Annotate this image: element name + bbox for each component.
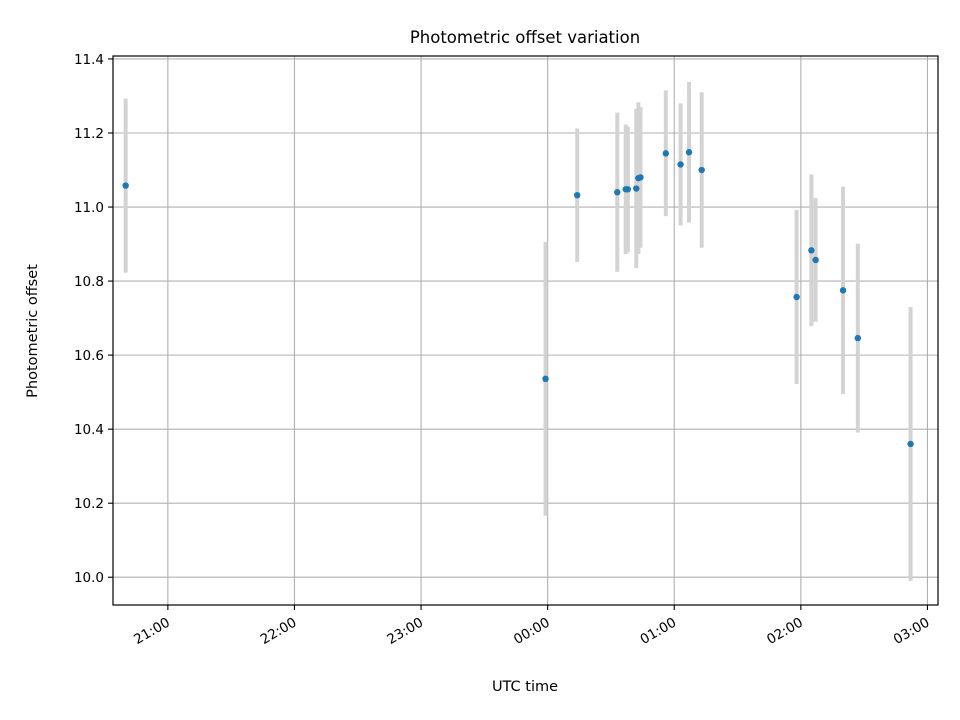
data-point bbox=[122, 182, 129, 189]
plot-frame bbox=[112, 55, 939, 606]
grid-layer bbox=[113, 56, 938, 605]
data-point bbox=[662, 150, 670, 157]
data-point bbox=[812, 256, 819, 264]
data-point bbox=[839, 287, 847, 294]
data-point bbox=[624, 186, 632, 193]
data-point bbox=[637, 174, 644, 181]
data-point bbox=[808, 247, 815, 254]
data-point bbox=[677, 161, 684, 168]
data-point bbox=[614, 189, 621, 196]
point-layer bbox=[122, 149, 914, 448]
data-point bbox=[698, 166, 705, 174]
y-tick-label: 10.6 bbox=[74, 348, 104, 364]
data-point bbox=[542, 375, 549, 383]
chart-title: Photometric offset variation bbox=[410, 28, 640, 47]
y-tick-label: 10.0 bbox=[74, 570, 104, 586]
y-tick-label: 10.4 bbox=[74, 422, 104, 438]
y-tick-label: 11.4 bbox=[74, 52, 104, 68]
data-point bbox=[907, 440, 914, 448]
data-point bbox=[793, 293, 800, 301]
data-point bbox=[633, 185, 640, 192]
plot-area-background bbox=[113, 56, 938, 605]
data-point bbox=[854, 334, 862, 342]
data-point bbox=[573, 191, 581, 199]
y-axis-label: Photometric offset bbox=[25, 264, 41, 398]
y-tick-label: 10.8 bbox=[74, 274, 104, 290]
x-axis-label: UTC time bbox=[492, 679, 558, 695]
y-tick-label: 10.2 bbox=[74, 496, 104, 512]
data-point bbox=[685, 149, 693, 156]
y-tick-label: 11.2 bbox=[74, 126, 104, 142]
y-tick-label: 11.0 bbox=[74, 200, 104, 216]
